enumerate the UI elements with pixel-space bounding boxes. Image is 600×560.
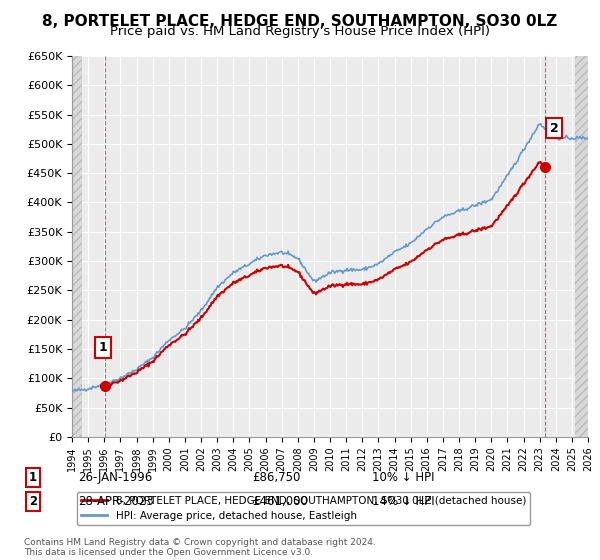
Text: £461,000: £461,000 — [252, 494, 308, 508]
Text: Price paid vs. HM Land Registry's House Price Index (HPI): Price paid vs. HM Land Registry's House … — [110, 25, 490, 38]
Text: 2: 2 — [29, 494, 37, 508]
Text: £86,750: £86,750 — [252, 470, 301, 484]
Text: 8, PORTELET PLACE, HEDGE END, SOUTHAMPTON, SO30 0LZ: 8, PORTELET PLACE, HEDGE END, SOUTHAMPTO… — [43, 14, 557, 29]
Text: 10% ↓ HPI: 10% ↓ HPI — [372, 470, 434, 484]
Text: 28-APR-2023: 28-APR-2023 — [78, 494, 154, 508]
Text: 26-JAN-1996: 26-JAN-1996 — [78, 470, 152, 484]
Text: 14% ↓ HPI: 14% ↓ HPI — [372, 494, 434, 508]
Bar — [72, 56, 82, 437]
Text: 1: 1 — [99, 341, 107, 354]
Text: 2: 2 — [550, 122, 559, 134]
Bar — [575, 56, 591, 437]
Text: Contains HM Land Registry data © Crown copyright and database right 2024.
This d: Contains HM Land Registry data © Crown c… — [24, 538, 376, 557]
Text: 1: 1 — [29, 470, 37, 484]
Legend: 8, PORTELET PLACE, HEDGE END, SOUTHAMPTON, SO30 0LZ (detached house), HPI: Avera: 8, PORTELET PLACE, HEDGE END, SOUTHAMPTO… — [77, 492, 530, 525]
